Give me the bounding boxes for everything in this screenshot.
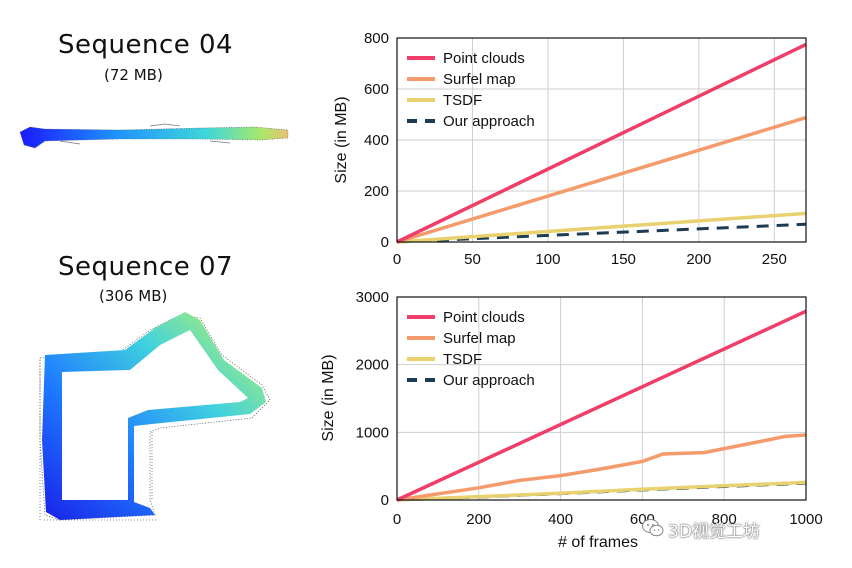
x-tick-label: 200 — [466, 511, 491, 528]
series-line-point-clouds — [396, 42, 807, 244]
plot-area — [397, 297, 806, 500]
chart-sequence-04: 0 50 100 150 200 250 0 200 400 600 800 Point cloud… — [333, 30, 807, 268]
legend: Point clouds Surfel map TSDF Our approach — [407, 50, 535, 130]
series-line-surfel-map — [396, 115, 807, 244]
y-tick-label: 400 — [364, 132, 389, 149]
y-axis-label: Size (in MB) — [320, 354, 337, 441]
legend-label: TSDF — [443, 351, 482, 368]
y-tick-label: 600 — [364, 81, 389, 98]
x-tick-label: 1000 — [789, 511, 822, 528]
sequence-07-title: Sequence 07 — [58, 252, 234, 282]
y-tick-label: 0 — [381, 492, 389, 509]
series-line-tsdf — [396, 480, 807, 502]
plot-border — [396, 296, 807, 501]
y-tick-label: 1000 — [356, 424, 389, 441]
series-lines — [396, 42, 807, 244]
legend-label: Point clouds — [443, 50, 525, 67]
x-tick-label: 400 — [548, 511, 573, 528]
wechat-icon — [642, 519, 664, 537]
y-tick-label: 2000 — [356, 357, 389, 374]
series-line-surfel-map — [396, 433, 807, 502]
legend-label: TSDF — [443, 92, 482, 109]
y-tick-label: 0 — [381, 234, 389, 251]
legend-label: Surfel map — [443, 330, 516, 347]
y-tick-label: 3000 — [356, 289, 389, 306]
series-line-tsdf — [396, 211, 807, 244]
legend-label: Our approach — [443, 113, 535, 130]
legend-label: Point clouds — [443, 309, 525, 326]
sequence-04-map — [19, 123, 289, 149]
x-tick-label: 0 — [393, 511, 401, 528]
sequence-07-map — [39, 312, 271, 521]
x-tick-label: 250 — [762, 251, 787, 268]
series-line-point-clouds — [396, 309, 807, 502]
plot-border — [396, 37, 807, 243]
legend: Point clouds Surfel map TSDF Our approach — [407, 309, 535, 389]
watermark-text: 3D视觉工坊 — [668, 522, 760, 542]
x-tick-label: 200 — [686, 251, 711, 268]
x-axis-label: # of frames — [558, 534, 638, 551]
legend-label: Our approach — [443, 372, 535, 389]
x-tick-label: 800 — [712, 511, 737, 528]
x-tick-label: 150 — [611, 251, 636, 268]
tick-labels: 0 50 100 150 200 250 0 200 400 600 800 — [364, 30, 787, 268]
y-tick-label: 200 — [364, 183, 389, 200]
x-tick-label: 100 — [535, 251, 560, 268]
y-tick-label: 800 — [364, 30, 389, 47]
sequence-07-size: (306 MB) — [99, 287, 168, 305]
x-tick-label: 50 — [464, 251, 481, 268]
sequence-04-title: Sequence 04 — [58, 30, 234, 60]
x-tick-label: 0 — [393, 251, 401, 268]
series-line-our-approach — [396, 222, 807, 244]
series-lines — [396, 309, 807, 502]
y-axis-label: Size (in MB) — [333, 96, 350, 183]
legend-label: Surfel map — [443, 71, 516, 88]
sequence-04-size: (72 MB) — [104, 66, 163, 84]
